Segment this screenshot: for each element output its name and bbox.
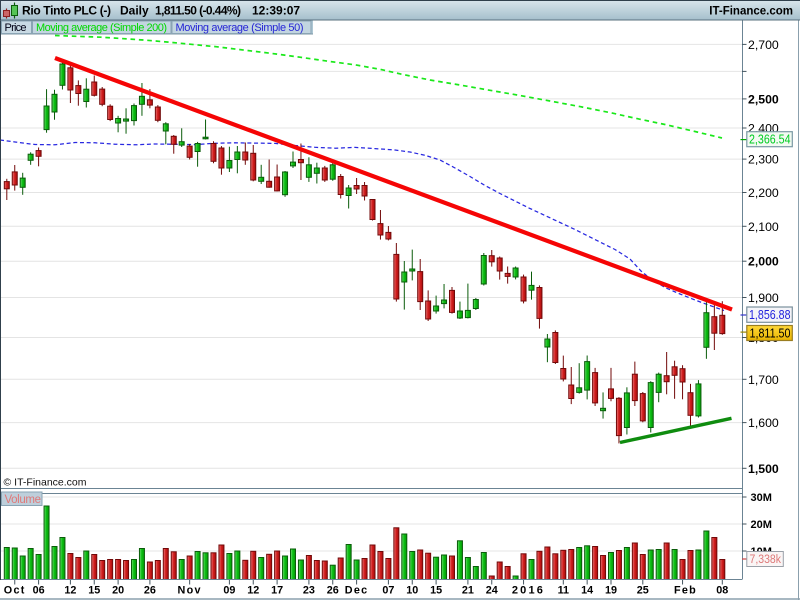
svg-text:15: 15 [88,585,100,597]
svg-text:26: 26 [327,585,339,597]
svg-text:2,700: 2,700 [748,38,779,52]
svg-text:20M: 20M [751,519,772,531]
svg-text:Volume: Volume [5,494,42,506]
svg-text:10: 10 [406,585,418,597]
svg-text:Nov: Nov [177,585,201,597]
svg-text:1,856.88: 1,856.88 [749,307,791,322]
svg-text:12: 12 [64,585,76,597]
svg-text:24: 24 [486,585,498,597]
svg-text:1,500: 1,500 [748,462,779,476]
svg-text:1,811.50: 1,811.50 [750,326,791,341]
svg-text:2,200: 2,200 [748,186,779,200]
svg-text:11: 11 [558,585,569,597]
svg-text:© IT-Finance.com: © IT-Finance.com [4,477,87,489]
svg-text:1,700: 1,700 [748,373,779,387]
svg-text:19: 19 [605,585,617,597]
svg-text:30M: 30M [751,492,772,504]
svg-text:2,300: 2,300 [748,153,779,167]
svg-text:2,366.54: 2,366.54 [749,132,791,147]
svg-text:Oct: Oct [4,585,26,597]
svg-text:06: 06 [33,585,45,597]
svg-text:08: 08 [716,585,728,597]
svg-text:Price: Price [5,22,27,34]
svg-text:1,811.50 (-0.44%): 1,811.50 (-0.44%) [155,4,241,18]
svg-text:2,100: 2,100 [748,220,779,234]
svg-text:09: 09 [223,585,235,597]
svg-text:20: 20 [112,585,124,597]
svg-text:2016: 2016 [512,585,545,597]
svg-text:1,900: 1,900 [748,291,779,305]
svg-text:Dec: Dec [345,585,369,597]
svg-text:IT-Finance.com: IT-Finance.com [709,6,793,18]
svg-text:21: 21 [462,585,474,597]
svg-text:1,600: 1,600 [748,416,779,430]
svg-text:Feb: Feb [674,585,697,597]
svg-text:Rio Tinto PLC (-): Rio Tinto PLC (-) [22,4,111,18]
svg-text:12: 12 [247,585,259,597]
svg-text:2,000: 2,000 [748,255,779,269]
svg-text:Moving average (Simple 200): Moving average (Simple 200) [36,22,167,34]
svg-text:Moving average (Simple 50): Moving average (Simple 50) [176,22,304,34]
svg-text:7,338k: 7,338k [750,554,782,566]
svg-text:07: 07 [382,585,394,597]
svg-text:26: 26 [144,585,156,597]
svg-text:17: 17 [271,585,283,597]
svg-text:14: 14 [581,585,593,597]
svg-text:12:39:07: 12:39:07 [252,4,300,18]
svg-text:15: 15 [430,585,442,597]
svg-text:25: 25 [637,585,649,597]
svg-text:Daily: Daily [120,4,149,18]
svg-text:2,500: 2,500 [748,92,779,106]
svg-text:23: 23 [303,585,315,597]
